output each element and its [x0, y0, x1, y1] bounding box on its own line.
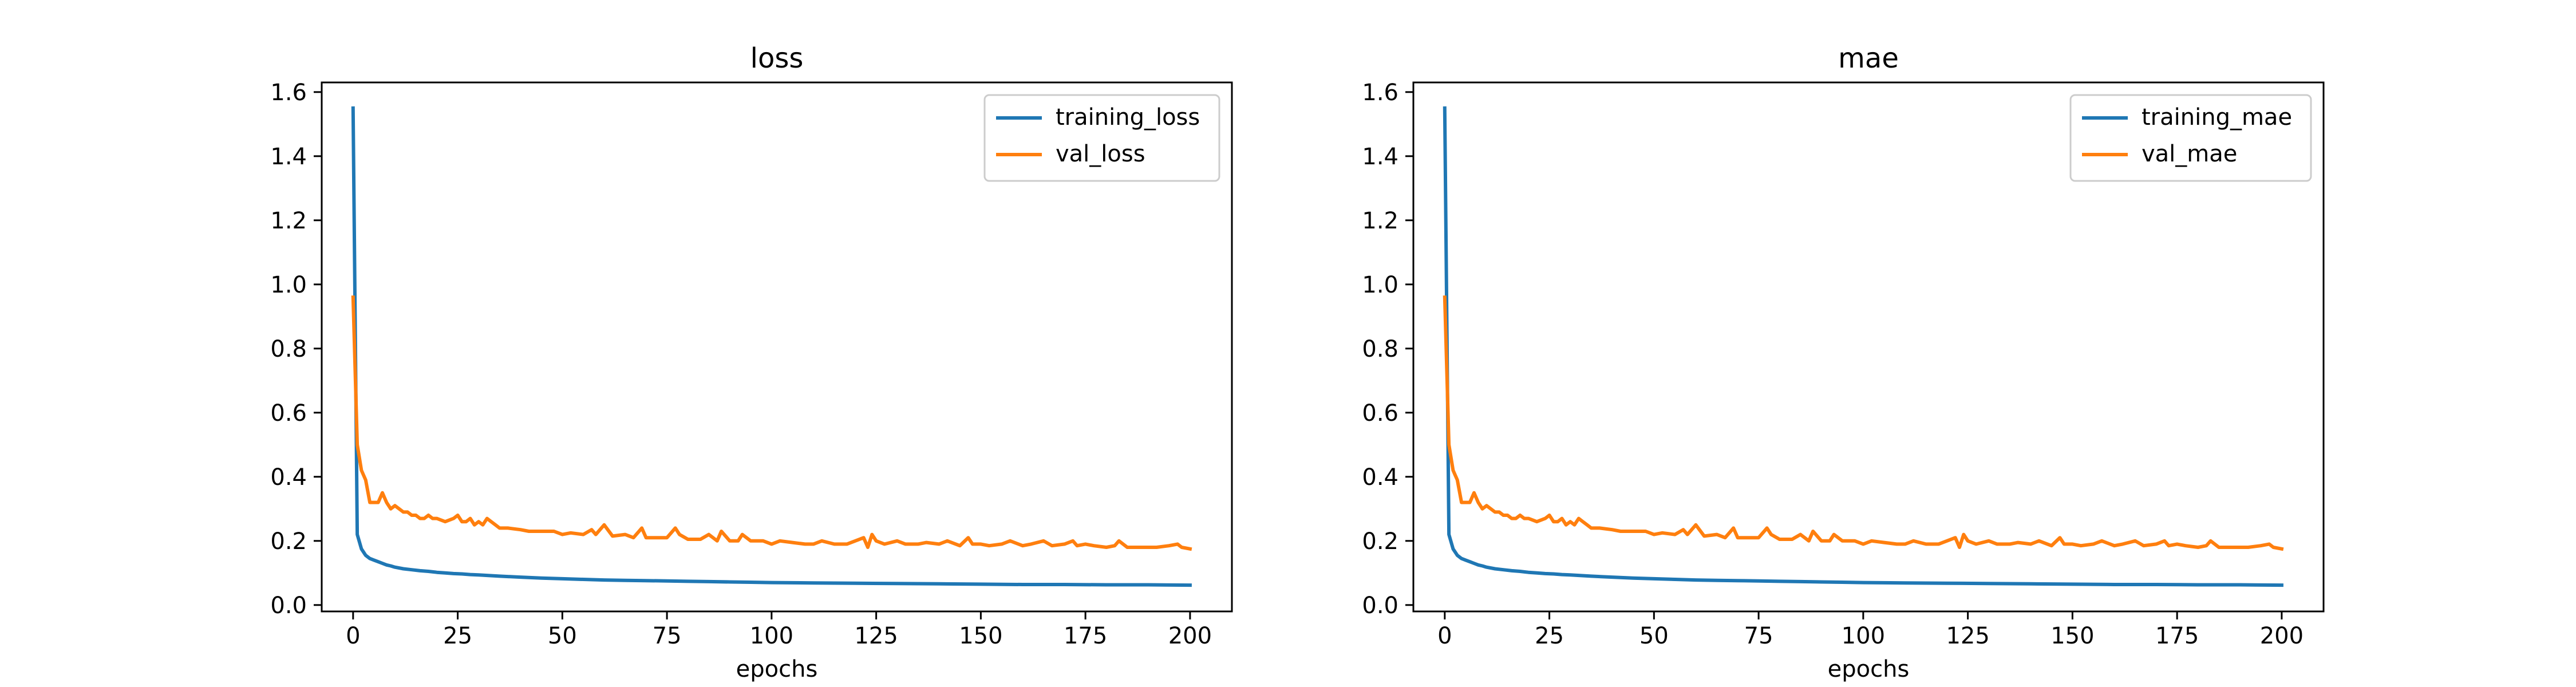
y-tick-label: 0.0	[1362, 593, 1398, 619]
y-tick-label: 0.6	[270, 400, 307, 427]
x-axis-label: epochs	[736, 656, 818, 682]
y-tick-label: 1.4	[1362, 144, 1398, 170]
x-tick-label: 100	[1842, 623, 1885, 649]
x-tick-label: 200	[2260, 623, 2304, 649]
y-tick-label: 0.4	[1362, 464, 1398, 491]
chart-title: mae	[1838, 42, 1899, 74]
legend: training_mae val_mae	[2069, 94, 2312, 182]
x-tick-label: 200	[1168, 623, 1212, 649]
legend-box	[2069, 94, 2312, 182]
x-tick-label: 25	[1535, 623, 1564, 649]
y-tick-label: 0.6	[1362, 400, 1398, 427]
x-tick-label: 125	[854, 623, 898, 649]
legend-label-training_mae: training_mae	[2142, 104, 2292, 131]
legend-box	[983, 94, 1220, 182]
x-tick-label: 100	[750, 623, 793, 649]
x-tick-label: 175	[2155, 623, 2199, 649]
x-tick-label: 0	[346, 623, 360, 649]
y-tick-label: 1.4	[270, 144, 307, 170]
y-tick-label: 1.6	[1362, 80, 1398, 106]
y-tick-label: 0.8	[270, 336, 307, 362]
series-line-val_mae	[1443, 295, 2284, 551]
x-tick-label: 150	[959, 623, 1002, 649]
series-line-training_mae	[1443, 106, 2283, 587]
y-tick-label: 1.2	[1362, 208, 1398, 234]
x-tick-label: 0	[1437, 623, 1452, 649]
x-tick-label: 125	[1946, 623, 1989, 649]
x-tick-label: 75	[653, 623, 682, 649]
x-tick-label: 25	[443, 623, 472, 649]
y-tick-label: 1.6	[270, 80, 307, 106]
axes-frame	[321, 81, 1233, 613]
y-tick-label: 0.0	[270, 593, 307, 619]
series-line-training_loss	[351, 106, 1192, 587]
chart-mae: mae 0 25 50 75 100 125 150 175 200 0.0 0.2 0.4 0.6 0.8…	[1362, 42, 2325, 682]
y-tick-label: 0.2	[270, 528, 307, 555]
x-tick-label: 150	[2050, 623, 2094, 649]
chart-loss: loss 0 25 50 75 100 125 150 175 200 0.0 0.2 0.4 0.6 0.…	[270, 42, 1233, 682]
axes-frame	[1412, 81, 2325, 613]
legend-label-val_mae: val_mae	[2142, 141, 2237, 167]
x-tick-label: 50	[1639, 623, 1669, 649]
legend-label-training_loss: training_loss	[1056, 104, 1200, 131]
chart-title: loss	[750, 42, 804, 74]
y-tick-label: 0.4	[270, 464, 307, 491]
x-tick-label: 50	[548, 623, 577, 649]
y-tick-label: 1.0	[1362, 272, 1398, 298]
y-tick-label: 0.8	[1362, 336, 1398, 362]
legend-label-val_loss: val_loss	[1056, 141, 1145, 167]
series-line-val_loss	[351, 295, 1192, 551]
y-tick-label: 0.2	[1362, 528, 1398, 555]
x-axis-label: epochs	[1828, 656, 1910, 682]
x-tick-label: 75	[1744, 623, 1773, 649]
legend: training_loss val_loss	[983, 94, 1220, 182]
x-tick-label: 175	[1064, 623, 1107, 649]
y-tick-label: 1.0	[270, 272, 307, 298]
y-tick-label: 1.2	[270, 208, 307, 234]
